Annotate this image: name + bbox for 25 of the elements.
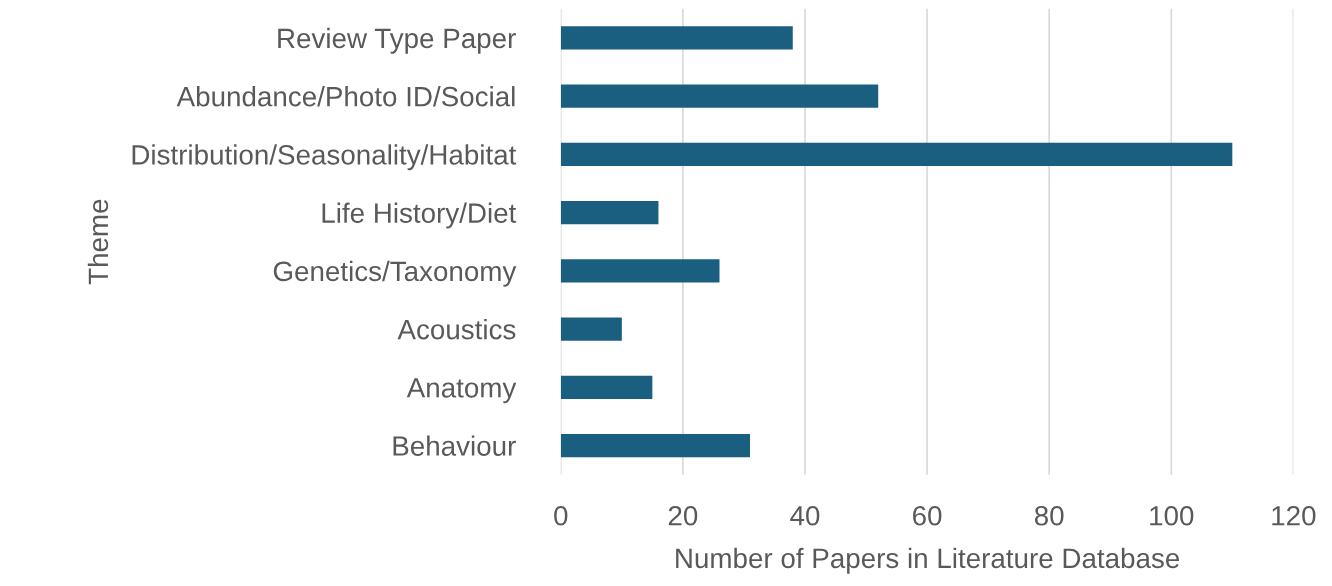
y-tick-label: Genetics/Taxonomy [273, 260, 517, 287]
y-tick-label: Anatomy [406, 378, 517, 404]
bar [560, 142, 1233, 167]
x-tick-label: 80 [1034, 505, 1064, 526]
bar [560, 84, 879, 108]
x-tick-label: 100 [1150, 505, 1194, 526]
bar [560, 375, 653, 399]
y-tick-label: Behaviour [393, 435, 516, 456]
x-tick-label: 60 [913, 505, 942, 526]
x-axis-title: Number of Papers in Literature Database [676, 547, 1180, 574]
y-axis-title: Theme [87, 199, 109, 285]
bar [560, 200, 659, 225]
y-tick-label: Life History/Diet [322, 202, 517, 229]
x-tick-label: 20 [668, 505, 698, 526]
bar [560, 317, 622, 341]
x-tick-label: 120 [1272, 505, 1316, 526]
bar [560, 259, 720, 283]
y-tick-label: Abundance/Photo ID/Social [176, 86, 515, 107]
x-tick-label: 40 [790, 505, 820, 526]
x-tick-label: 0 [554, 505, 568, 526]
bar [560, 433, 751, 458]
bar [560, 26, 793, 50]
y-tick-label: Acoustics [397, 319, 516, 340]
y-tick-label: Distribution/Seasonality/Habitat [132, 144, 517, 171]
y-tick-label: Review Type Paper [278, 27, 516, 54]
